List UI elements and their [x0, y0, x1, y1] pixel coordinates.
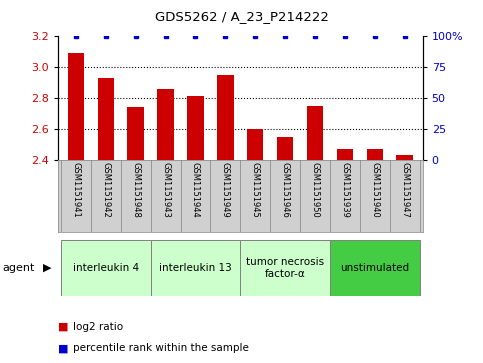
- Text: GSM1151939: GSM1151939: [341, 162, 349, 218]
- Text: log2 ratio: log2 ratio: [73, 322, 124, 332]
- Text: GSM1151942: GSM1151942: [101, 162, 110, 218]
- Text: interleukin 4: interleukin 4: [73, 263, 139, 273]
- Bar: [157, 89, 174, 160]
- Bar: [330, 240, 420, 296]
- Bar: [241, 240, 330, 296]
- Text: GSM1151944: GSM1151944: [191, 162, 200, 218]
- Text: ■: ■: [58, 343, 69, 354]
- Bar: [337, 149, 353, 160]
- Bar: [397, 155, 413, 160]
- Text: GSM1151940: GSM1151940: [370, 162, 379, 218]
- Bar: [98, 78, 114, 160]
- Text: agent: agent: [2, 263, 35, 273]
- Text: interleukin 13: interleukin 13: [159, 263, 232, 273]
- Text: unstimulated: unstimulated: [340, 263, 410, 273]
- Bar: [277, 136, 293, 160]
- Text: GSM1151948: GSM1151948: [131, 162, 140, 218]
- Text: percentile rank within the sample: percentile rank within the sample: [73, 343, 249, 354]
- Text: tumor necrosis
factor-α: tumor necrosis factor-α: [246, 257, 324, 278]
- Text: ■: ■: [58, 322, 69, 332]
- Bar: [217, 75, 234, 160]
- Bar: [61, 240, 151, 296]
- Bar: [151, 240, 241, 296]
- Bar: [307, 106, 323, 160]
- Text: GSM1151950: GSM1151950: [311, 162, 320, 218]
- Bar: [68, 53, 84, 160]
- Text: GSM1151949: GSM1151949: [221, 162, 230, 218]
- Bar: [128, 107, 144, 160]
- Text: GSM1151943: GSM1151943: [161, 162, 170, 218]
- Text: ▶: ▶: [43, 263, 51, 273]
- Text: GSM1151947: GSM1151947: [400, 162, 409, 218]
- Bar: [247, 129, 263, 160]
- Text: GDS5262 / A_23_P214222: GDS5262 / A_23_P214222: [155, 10, 328, 23]
- Text: GSM1151945: GSM1151945: [251, 162, 260, 218]
- Bar: [367, 149, 383, 160]
- Bar: [187, 97, 204, 160]
- Text: GSM1151941: GSM1151941: [71, 162, 80, 218]
- Text: GSM1151946: GSM1151946: [281, 162, 290, 218]
